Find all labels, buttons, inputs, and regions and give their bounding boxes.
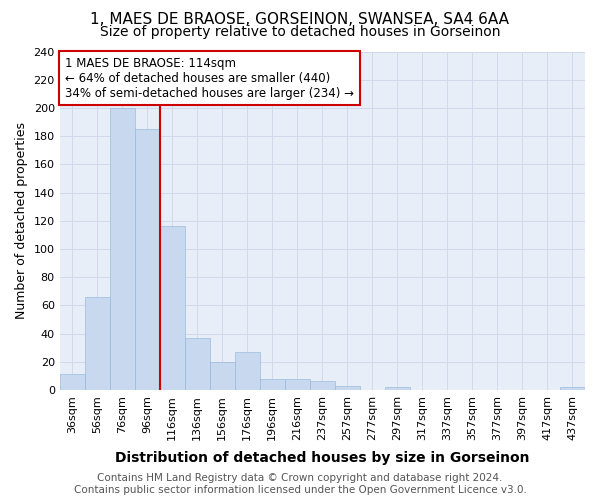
- Bar: [335, 386, 360, 390]
- Bar: [160, 226, 185, 390]
- Bar: [285, 378, 310, 390]
- Bar: [85, 297, 110, 390]
- X-axis label: Distribution of detached houses by size in Gorseinon: Distribution of detached houses by size …: [115, 451, 530, 465]
- Text: Size of property relative to detached houses in Gorseinon: Size of property relative to detached ho…: [100, 25, 500, 39]
- Y-axis label: Number of detached properties: Number of detached properties: [15, 122, 28, 319]
- Text: 1, MAES DE BRAOSE, GORSEINON, SWANSEA, SA4 6AA: 1, MAES DE BRAOSE, GORSEINON, SWANSEA, S…: [91, 12, 509, 28]
- Text: Contains HM Land Registry data © Crown copyright and database right 2024.
Contai: Contains HM Land Registry data © Crown c…: [74, 474, 526, 495]
- Bar: [235, 352, 260, 390]
- Bar: [310, 382, 335, 390]
- Bar: [135, 129, 160, 390]
- Bar: [110, 108, 135, 390]
- Text: 1 MAES DE BRAOSE: 114sqm
← 64% of detached houses are smaller (440)
34% of semi-: 1 MAES DE BRAOSE: 114sqm ← 64% of detach…: [65, 56, 354, 100]
- Bar: [260, 378, 285, 390]
- Bar: [560, 387, 585, 390]
- Bar: [210, 362, 235, 390]
- Bar: [59, 374, 85, 390]
- Bar: [185, 338, 210, 390]
- Bar: [385, 387, 410, 390]
